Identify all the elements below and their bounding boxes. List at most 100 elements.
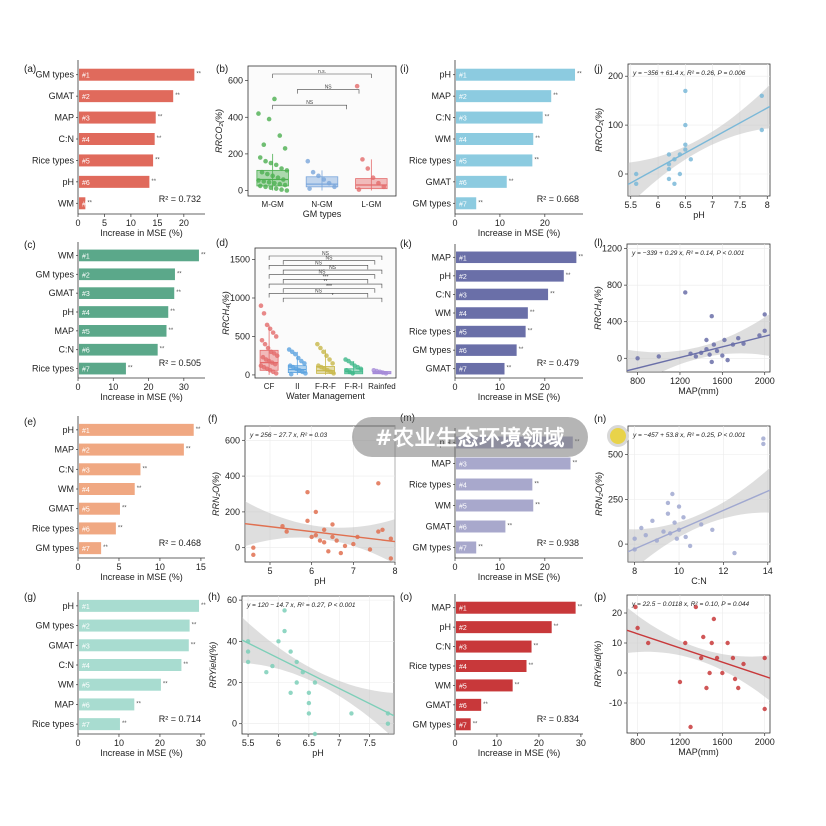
- category-label: GM types: [412, 198, 451, 208]
- bar: [79, 659, 182, 671]
- significance-mark: **: [170, 309, 175, 315]
- data-point: [321, 177, 327, 182]
- data-point: [330, 522, 335, 527]
- category-label: MAP: [431, 252, 451, 262]
- significance-mark: **: [478, 200, 483, 206]
- data-point: [736, 685, 741, 691]
- bar: [456, 660, 527, 672]
- rank-label: #7: [459, 367, 467, 374]
- x-axis-title: Increase in MSE (%): [478, 228, 561, 238]
- data-point: [326, 549, 331, 554]
- fit-line: [245, 522, 395, 543]
- rank-label: #4: [459, 311, 467, 318]
- data-point: [385, 721, 391, 726]
- data-point: [294, 680, 299, 685]
- data-point: [272, 180, 277, 186]
- x-tick-label: 8: [392, 566, 397, 576]
- x-tick-label: 10: [114, 738, 124, 748]
- rank-label: #3: [459, 292, 467, 299]
- rank-label: #5: [459, 158, 467, 165]
- data-point: [704, 337, 709, 343]
- data-point: [720, 353, 725, 358]
- data-point: [761, 441, 766, 447]
- significance-mark: **: [155, 157, 160, 163]
- data-point: [714, 655, 720, 661]
- data-point: [332, 184, 337, 190]
- panel-label: (g): [24, 592, 36, 603]
- data-point: [261, 179, 267, 184]
- watermark-text: #农业生态环境领域: [374, 426, 566, 450]
- confidence-band: [627, 313, 770, 372]
- x-tick-label: 30: [196, 738, 206, 748]
- r-squared-label: R² = 0.938: [537, 538, 579, 548]
- data-point: [273, 371, 279, 376]
- x-tick-label: 7: [710, 200, 715, 210]
- x-tick-label: 2000: [755, 376, 775, 386]
- significance-bracket: [282, 297, 383, 303]
- panel-label: (i): [400, 64, 409, 75]
- category-label: WM: [435, 501, 451, 511]
- data-point: [370, 175, 376, 180]
- bar: [79, 133, 155, 145]
- significance-label: NS: [325, 85, 333, 91]
- rank-label: #4: [459, 137, 467, 144]
- category-label: GM types: [35, 70, 74, 80]
- y-tick-label: 1000: [230, 293, 250, 303]
- rank-label: #1: [82, 73, 90, 80]
- x-axis-title: Increase in MSE (%): [100, 392, 183, 402]
- significance-mark: **: [519, 347, 524, 353]
- significance-mark: **: [534, 482, 539, 488]
- rank-label: #6: [82, 180, 90, 187]
- x-tick-label: 1600: [712, 737, 732, 747]
- data-point: [698, 655, 704, 661]
- data-point: [677, 171, 683, 177]
- x-axis-title: pH: [312, 748, 324, 758]
- data-point: [693, 354, 699, 359]
- rank-label: #1: [82, 428, 90, 435]
- category-label: pH: [62, 425, 74, 435]
- data-point: [266, 179, 272, 185]
- rank-label: #2: [459, 274, 467, 281]
- bar-panel-0: (a) GM types #1 ** GMAT #2 ** MAP #3 ** C:N #4 ** Ric…: [24, 60, 205, 238]
- data-point: [272, 96, 277, 102]
- category-label: GMAT: [49, 504, 75, 514]
- significance-mark: **: [509, 179, 514, 185]
- x-tick-label: 1200: [670, 376, 690, 386]
- significance-mark: **: [118, 525, 123, 531]
- category-label: GM types: [35, 543, 74, 553]
- rank-label: #7: [82, 367, 90, 374]
- bar: [456, 621, 552, 634]
- panel-label: (j): [594, 64, 603, 75]
- significance-bracket: [282, 279, 369, 284]
- x-tick-label: 7: [337, 738, 342, 748]
- bar: [456, 68, 576, 81]
- data-point: [281, 177, 286, 182]
- panel-label: (k): [400, 239, 412, 250]
- data-point: [265, 345, 271, 351]
- x-tick-label: 30: [576, 738, 586, 748]
- panel-label: (f): [208, 414, 217, 425]
- y-axis-title: RRCH₄(%): [593, 286, 603, 330]
- significance-label: NS: [322, 251, 330, 257]
- bar: [79, 175, 150, 188]
- significance-mark: **: [196, 427, 201, 433]
- significance-label: **: [324, 279, 328, 285]
- fit-line: [627, 629, 770, 679]
- data-point: [303, 371, 308, 376]
- bar: [79, 287, 175, 299]
- data-point: [306, 711, 312, 716]
- data-point: [741, 341, 746, 346]
- significance-mark: **: [137, 486, 142, 492]
- category-label: WM: [58, 484, 74, 494]
- x-tick-label: 0: [452, 562, 457, 572]
- data-point: [284, 529, 289, 534]
- bar: [79, 718, 120, 731]
- scatter-panel-7: (h) 5.5 6 6.5 7 7.5 0 20 40 60 y = 120 − 14.7 x, R…: [208, 592, 395, 758]
- data-point: [650, 518, 655, 524]
- data-point: [666, 176, 672, 182]
- data-point: [349, 711, 354, 716]
- x-tick-label: 6.5: [679, 200, 692, 210]
- r-squared-label: R² = 0.714: [159, 714, 201, 724]
- data-point: [683, 122, 688, 128]
- significance-mark: **: [553, 93, 558, 99]
